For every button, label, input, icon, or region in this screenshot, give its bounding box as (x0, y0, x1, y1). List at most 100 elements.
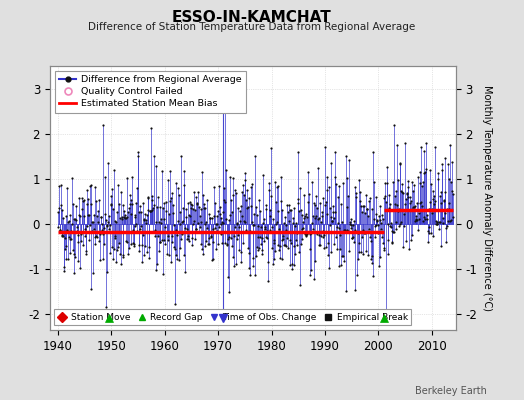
Point (411, 216, 420, 223)
Point (170, 244, 178, 250)
Point (221, 240, 229, 246)
Point (436, 219, 444, 225)
Point (126, 192, 134, 198)
Point (414, 210, 423, 216)
Point (431, 198, 439, 204)
Point (374, 230, 382, 236)
Point (116, 215, 125, 222)
Point (182, 236, 191, 243)
Point (419, 170, 428, 176)
Point (176, 245, 184, 252)
Point (199, 192, 208, 198)
Point (345, 248, 353, 255)
Point (61, 213, 70, 219)
Point (200, 205, 209, 212)
Point (445, 205, 453, 212)
Point (419, 178, 427, 185)
Point (301, 212, 309, 219)
Point (139, 200, 147, 206)
Point (294, 249, 303, 255)
Point (192, 194, 201, 200)
Point (248, 255, 257, 262)
Point (125, 245, 134, 251)
Point (357, 249, 365, 255)
Point (360, 230, 368, 236)
Point (330, 240, 339, 247)
Point (277, 173, 285, 180)
Point (384, 220, 392, 227)
Point (333, 224, 342, 230)
Point (299, 225, 308, 231)
Point (216, 204, 224, 210)
Point (378, 212, 386, 218)
Point (407, 237, 416, 243)
Point (354, 240, 363, 246)
Point (235, 247, 243, 254)
Point (233, 220, 242, 226)
Point (398, 181, 407, 187)
Point (146, 208, 155, 214)
Point (75, 194, 83, 201)
Point (307, 267, 315, 274)
Point (327, 249, 335, 255)
Point (412, 216, 420, 222)
Point (56, 226, 64, 233)
Point (234, 205, 243, 212)
Point (118, 201, 127, 208)
Point (353, 229, 362, 236)
Point (283, 208, 292, 215)
Point (367, 259, 376, 266)
Point (217, 215, 225, 222)
Point (108, 256, 117, 262)
Point (79, 242, 87, 248)
Point (369, 148, 377, 155)
Point (158, 205, 167, 212)
Point (212, 246, 220, 252)
Point (227, 235, 235, 242)
Point (176, 220, 184, 227)
Point (408, 206, 417, 212)
Point (280, 220, 288, 226)
Point (280, 242, 288, 248)
Point (126, 241, 135, 248)
Point (219, 220, 227, 226)
Point (350, 218, 358, 224)
Point (326, 214, 335, 220)
Point (58, 232, 66, 239)
Point (318, 212, 326, 219)
Point (114, 182, 122, 189)
Point (164, 177, 172, 183)
Point (290, 262, 299, 268)
Point (159, 216, 168, 222)
Point (337, 200, 345, 207)
Point (173, 232, 181, 238)
Point (371, 234, 379, 241)
Point (279, 236, 288, 242)
Point (156, 204, 164, 210)
Point (135, 242, 143, 248)
Point (256, 208, 264, 215)
Point (174, 256, 183, 263)
Point (188, 202, 196, 209)
Point (216, 231, 225, 237)
Point (364, 252, 373, 258)
Point (157, 215, 165, 222)
Point (69, 247, 77, 254)
Point (282, 243, 291, 250)
Point (213, 228, 221, 234)
Point (58, 232, 67, 239)
Point (218, 240, 226, 246)
Point (347, 216, 355, 222)
Point (97, 214, 105, 221)
Point (275, 246, 283, 253)
Point (147, 125, 155, 132)
Point (63, 219, 72, 226)
Point (99, 122, 107, 128)
Point (128, 227, 137, 233)
Point (331, 148, 340, 155)
Point (352, 190, 361, 196)
Point (121, 214, 129, 221)
Point (351, 286, 359, 293)
Text: Difference of Station Temperature Data from Regional Average: Difference of Station Temperature Data f… (88, 22, 415, 32)
Point (185, 212, 193, 218)
